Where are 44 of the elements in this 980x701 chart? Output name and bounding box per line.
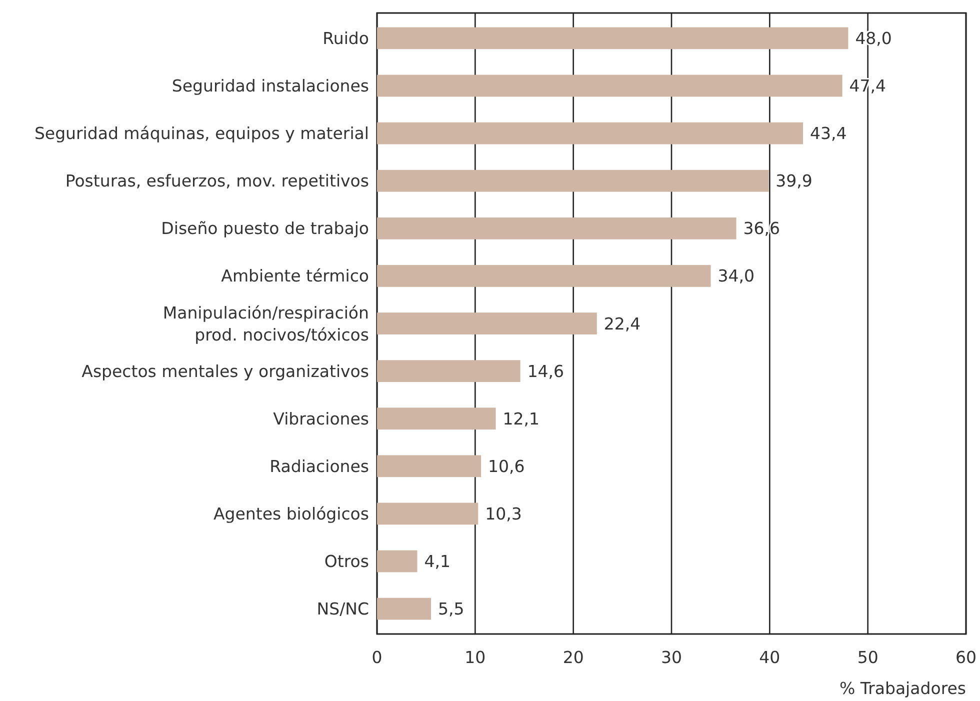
bar <box>377 312 597 334</box>
data-label: 10,6 <box>488 456 525 476</box>
x-axis-title: % Trabajadores <box>840 679 966 698</box>
bar <box>377 122 804 144</box>
y-tick-label: Seguridad máquinas, equipos y material <box>34 124 369 144</box>
bar <box>377 265 711 287</box>
data-label: 34,0 <box>718 266 755 286</box>
x-tick-label: 60 <box>956 648 976 667</box>
y-tick-label: Otros <box>324 552 369 572</box>
data-label: 12,1 <box>502 409 540 428</box>
y-tick-label: Ambiente térmico <box>221 266 369 286</box>
bar <box>377 408 496 430</box>
bar <box>377 598 431 620</box>
bar <box>377 455 482 478</box>
y-tick-label: Agentes biológicos <box>214 504 369 524</box>
x-tick-label: 20 <box>562 648 584 667</box>
x-tick-label: 0 <box>372 648 382 667</box>
y-tick-label: Ruido <box>322 28 369 48</box>
y-tick-label: Aspectos mentales y organizativos <box>82 362 369 381</box>
y-tick-label: Radiaciones <box>270 456 369 476</box>
bar <box>377 360 520 382</box>
data-label: 4,1 <box>424 552 450 572</box>
y-tick-label: Posturas, esfuerzos, mov. repetitivos <box>65 172 369 191</box>
y-tick-label: NS/NC <box>316 600 369 619</box>
y-tick-label: Diseño puesto de trabajo <box>161 219 369 238</box>
data-label: 43,4 <box>810 124 847 144</box>
x-tick-label: 40 <box>759 648 780 667</box>
y-tick-label: Vibraciones <box>273 409 369 428</box>
data-label: 22,4 <box>604 314 641 334</box>
x-tick-label: 50 <box>857 648 878 667</box>
bar <box>377 550 418 572</box>
data-label: 39,9 <box>776 172 812 191</box>
bar <box>377 27 848 50</box>
y-tick-label: Seguridad instalaciones <box>172 76 369 96</box>
y-tick-label: Manipulación/respiración prod. nocivos/tóxicos <box>162 303 369 344</box>
bar <box>377 170 769 192</box>
bar <box>377 502 478 525</box>
x-tick-label: 10 <box>464 648 486 667</box>
data-label: 10,3 <box>485 504 522 524</box>
x-tick-label: 30 <box>661 648 682 667</box>
data-label: 5,5 <box>438 600 464 619</box>
bar <box>377 74 842 97</box>
data-label: 14,6 <box>527 362 564 381</box>
bar <box>377 217 736 240</box>
